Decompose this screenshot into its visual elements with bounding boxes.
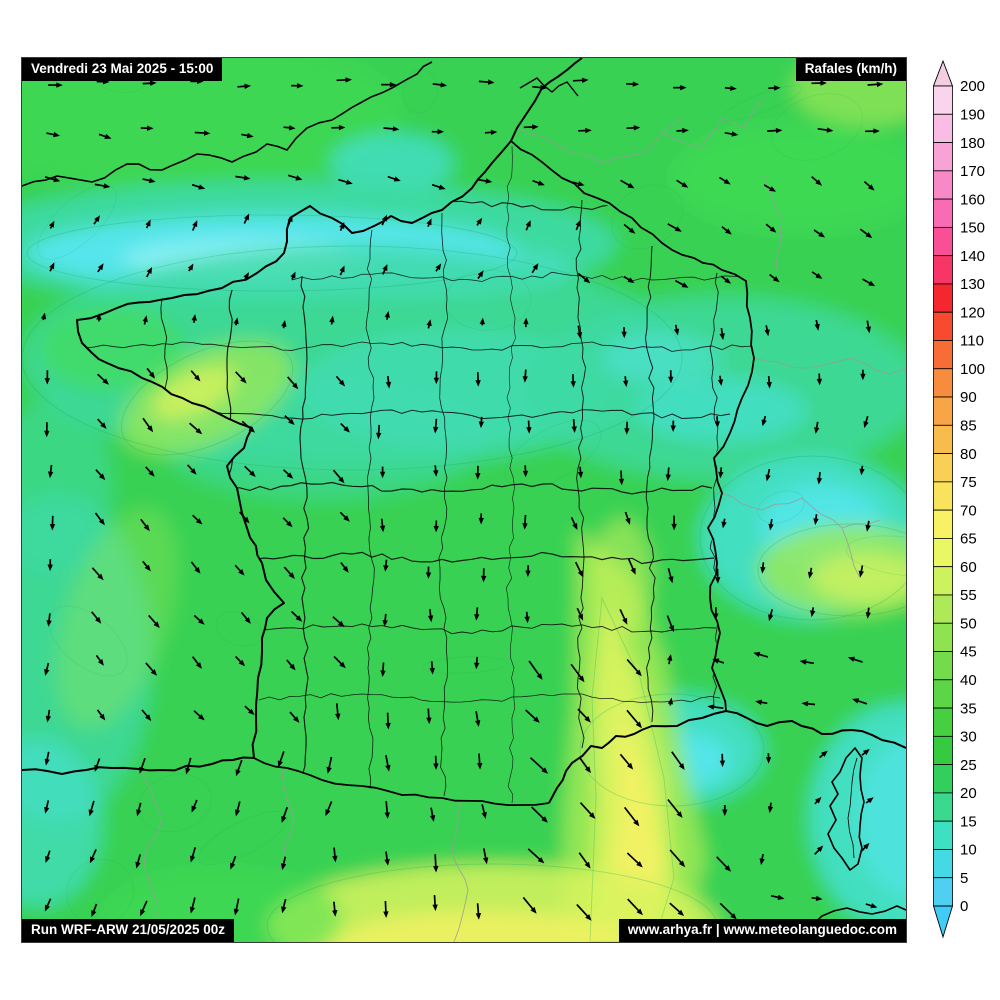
credits-label: www.arhya.fr | www.meteolanguedoc.com bbox=[618, 919, 906, 942]
svg-text:70: 70 bbox=[960, 502, 977, 519]
svg-text:45: 45 bbox=[960, 644, 977, 661]
svg-text:75: 75 bbox=[960, 474, 977, 491]
svg-text:15: 15 bbox=[960, 813, 977, 830]
svg-text:200: 200 bbox=[960, 78, 985, 95]
svg-text:0: 0 bbox=[960, 898, 968, 915]
svg-text:120: 120 bbox=[960, 304, 985, 321]
svg-text:55: 55 bbox=[960, 587, 977, 604]
svg-text:150: 150 bbox=[960, 220, 985, 237]
wind-gust-map: Vendredi 23 Mai 2025 - 15:00 Rafales (km… bbox=[21, 57, 907, 943]
svg-text:60: 60 bbox=[960, 559, 977, 576]
model-run-label: Run WRF-ARW 21/05/2025 00z bbox=[22, 919, 235, 942]
svg-text:20: 20 bbox=[960, 785, 977, 802]
svg-text:160: 160 bbox=[960, 191, 985, 208]
svg-text:100: 100 bbox=[960, 361, 985, 378]
svg-text:65: 65 bbox=[960, 531, 977, 548]
svg-text:30: 30 bbox=[960, 729, 977, 746]
svg-text:80: 80 bbox=[960, 446, 977, 463]
svg-text:190: 190 bbox=[960, 106, 985, 123]
svg-text:5: 5 bbox=[960, 870, 968, 887]
datetime-label: Vendredi 23 Mai 2025 - 15:00 bbox=[22, 58, 223, 81]
wind-field-canvas bbox=[22, 58, 906, 942]
svg-text:85: 85 bbox=[960, 418, 977, 435]
svg-text:170: 170 bbox=[960, 163, 985, 180]
svg-text:50: 50 bbox=[960, 615, 977, 632]
units-label: Rafales (km/h) bbox=[795, 58, 906, 81]
svg-text:180: 180 bbox=[960, 135, 985, 152]
svg-text:25: 25 bbox=[960, 757, 977, 774]
svg-text:10: 10 bbox=[960, 842, 977, 859]
svg-text:90: 90 bbox=[960, 389, 977, 406]
svg-text:35: 35 bbox=[960, 700, 977, 717]
svg-text:130: 130 bbox=[960, 276, 985, 293]
svg-text:40: 40 bbox=[960, 672, 977, 689]
svg-text:110: 110 bbox=[960, 333, 984, 350]
svg-text:140: 140 bbox=[960, 248, 985, 265]
colorbar-legend: 2001901801701601501401301201101009085807… bbox=[933, 60, 985, 939]
